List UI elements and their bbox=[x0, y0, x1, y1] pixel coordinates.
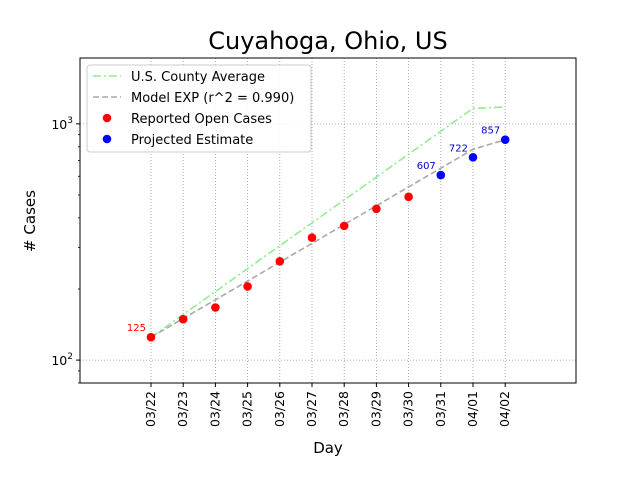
y-axis-label: # Cases bbox=[21, 190, 39, 252]
x-tick-label: 03/29 bbox=[368, 391, 383, 427]
legend-label: Model EXP (r^2 = 0.990) bbox=[131, 91, 294, 106]
chart-title: Cuyahoga, Ohio, US bbox=[208, 27, 447, 55]
data-point-2 bbox=[243, 282, 252, 291]
x-tick-label: 03/27 bbox=[304, 391, 319, 427]
data-point-2 bbox=[339, 221, 349, 231]
x-tick-label: 03/25 bbox=[240, 391, 255, 427]
data-label: 857 bbox=[481, 126, 500, 137]
data-point-2 bbox=[178, 314, 188, 324]
data-label: 722 bbox=[449, 143, 468, 154]
x-tick-label: 03/23 bbox=[175, 391, 190, 427]
x-axis-label: Day bbox=[313, 439, 343, 457]
x-tick-label: 03/28 bbox=[336, 391, 351, 427]
x-tick-label: 03/30 bbox=[401, 391, 416, 427]
y-tick-label: 103 bbox=[51, 116, 73, 132]
series-line-1 bbox=[150, 138, 506, 338]
legend-label: Projected Estimate bbox=[131, 133, 253, 148]
data-label: 125 bbox=[127, 323, 146, 334]
legend-marker-swatch bbox=[102, 113, 112, 123]
data-point-3 bbox=[468, 152, 478, 162]
plot-frame bbox=[79, 57, 577, 384]
x-tick-label: 04/01 bbox=[465, 391, 480, 427]
x-tick-label: 03/26 bbox=[272, 391, 287, 427]
data-point-2 bbox=[307, 233, 317, 242]
legend-marker-swatch bbox=[102, 134, 112, 144]
data-labels: 125 607 722 857 bbox=[127, 126, 500, 335]
x-tick-label: 03/24 bbox=[207, 391, 222, 427]
y-axis-ticks: 102 103 bbox=[51, 116, 80, 384]
data-label: 607 bbox=[417, 161, 436, 172]
legend-box bbox=[86, 64, 312, 153]
points-layer bbox=[146, 135, 510, 342]
data-point-3 bbox=[436, 170, 446, 180]
y-tick-label: 102 bbox=[51, 352, 73, 368]
x-tick-label: 03/31 bbox=[433, 391, 448, 427]
x-tick-label: 04/02 bbox=[497, 391, 512, 427]
data-point-2 bbox=[146, 332, 156, 342]
legend-label: U.S. County Average bbox=[131, 70, 265, 85]
data-point-2 bbox=[372, 204, 381, 214]
data-point-2 bbox=[404, 192, 413, 202]
x-axis-ticks: 03/22 03/23 03/24 03/25 03/26 03/27 03/28 03/29… bbox=[143, 383, 512, 427]
legend-label: Reported Open Cases bbox=[131, 112, 272, 127]
series-layer bbox=[150, 106, 506, 338]
data-point-2 bbox=[275, 256, 285, 266]
data-point-3 bbox=[500, 135, 510, 144]
legend: U.S. County Average Model EXP (r^2 = 0.99… bbox=[86, 64, 312, 153]
data-point-2 bbox=[211, 303, 220, 312]
x-tick-label: 03/22 bbox=[143, 391, 158, 427]
